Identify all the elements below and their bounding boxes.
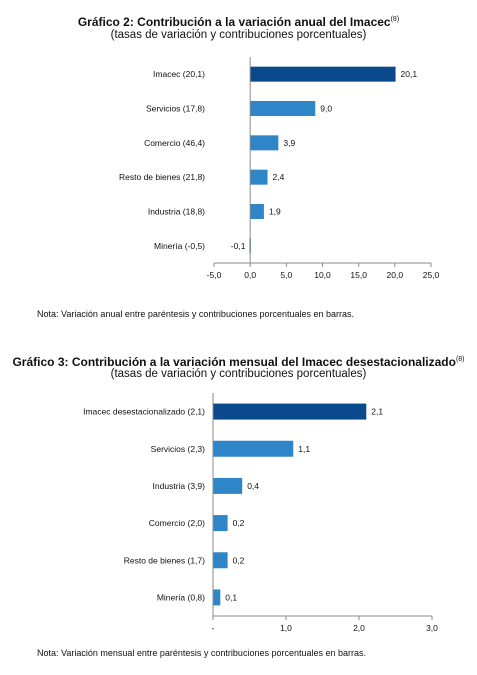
chart2-category-label-2: Industria (3,9) [153,481,206,491]
chart1-category-label-0: Imacec (20,1) [153,69,205,79]
chart1-subtitle: (tasas de variación y contribuciones por… [110,29,367,41]
chart2-category-label-5: Minería (0,8) [157,592,205,602]
chart1-data-label-2: 3,9 [283,138,295,148]
chart2-note: Nota: Variación mensual entre paréntesis… [37,648,367,658]
chart2-title-superscript: (8) [455,356,465,363]
chart2-bar-4 [213,552,228,569]
chart2-bar-5 [213,589,221,606]
chart1-note: Nota: Variación anual entre paréntesis y… [37,309,355,319]
chart2-data-label-3: 0,2 [233,518,245,528]
chart2-x-tick-label-2: 2,0 [353,623,365,633]
chart2-data-label-5: 0,1 [225,592,237,602]
chart2-x-tick-label-1: 1,0 [280,623,292,633]
chart1-x-tick-label-6: 25,0 [423,270,440,280]
chart1-bar-0 [250,66,396,82]
chart2-data-label-2: 0,4 [247,481,259,491]
chart2-bar-0 [213,403,367,420]
chart2-x-tick-label-0: - [212,623,215,633]
chart1-bar-1 [250,101,316,116]
chart1-category-label-1: Servicios (17,8) [146,104,205,114]
chart1-x-tick-label-0: -5,0 [207,270,222,280]
chart1-title-superscript: (8) [390,16,400,23]
chart2-category-label-3: Comercio (2,0) [149,518,205,528]
chart1-category-label-4: Industria (18,8) [148,207,205,217]
chart2-category-label-1: Servicios (2,3) [151,444,205,454]
chart1-category-label-3: Resto de bienes (21,8) [119,172,205,182]
chart2-bar-3 [213,515,228,532]
chart1-x-tick-label-5: 20,0 [387,270,404,280]
chart1-data-label-1: 9,0 [320,104,332,114]
chart1-title: Gráfico 2: Contribución a la variación a… [0,12,477,30]
chart2-data-label-4: 0,2 [233,555,245,565]
chart1-data-label-3: 2,4 [273,172,285,182]
chart1-bar-4 [250,204,264,219]
chart2-plot: Imacec desestacionalizado (2,1) 2,1 Servic… [83,393,438,633]
chart2-data-label-1: 1,1 [298,444,310,454]
chart1-x-tick-label-3: 10,0 [314,270,331,280]
chart1-plot: Imacec (20,1) 20,1 Servicios (17,8) 9,0 Come… [119,57,440,280]
chart2-subtitle: (tasas de variación y contribuciones por… [110,368,367,380]
chart1-x-tick-label-2: 5,0 [280,270,292,280]
chart2-data-label-0: 2,1 [371,407,383,417]
chart1-category-label-2: Comercio (46,4) [144,138,205,148]
chart2-title: Gráfico 3: Contribución a la variación m… [0,352,477,370]
chart1-category-label-5: Minería (-0,5) [154,241,205,251]
chart1-bar-3 [250,169,268,185]
chart1-bar-2 [250,135,279,151]
chart2-bar-2 [213,477,243,494]
chart2-x-tick-label-3: 3,0 [426,623,438,633]
chart1-x-tick-label-1: 0,0 [244,270,256,280]
chart1-x-tick-label-4: 15,0 [350,270,367,280]
chart2-category-label-4: Resto de bienes (1,7) [124,555,205,565]
chart1-title-text: Gráfico 2: Contribución a la variación a… [77,15,391,29]
chart2-bar-1 [213,440,294,457]
chart1-data-label-0: 20,1 [401,69,418,79]
chart2-category-label-0: Imacec desestacionalizado (2,1) [83,407,205,417]
chart1-data-label-5: -0,1 [231,241,246,251]
chart1-data-label-4: 1,9 [269,207,281,217]
chart2-title-text: Gráfico 3: Contribución a la variación m… [12,355,456,369]
